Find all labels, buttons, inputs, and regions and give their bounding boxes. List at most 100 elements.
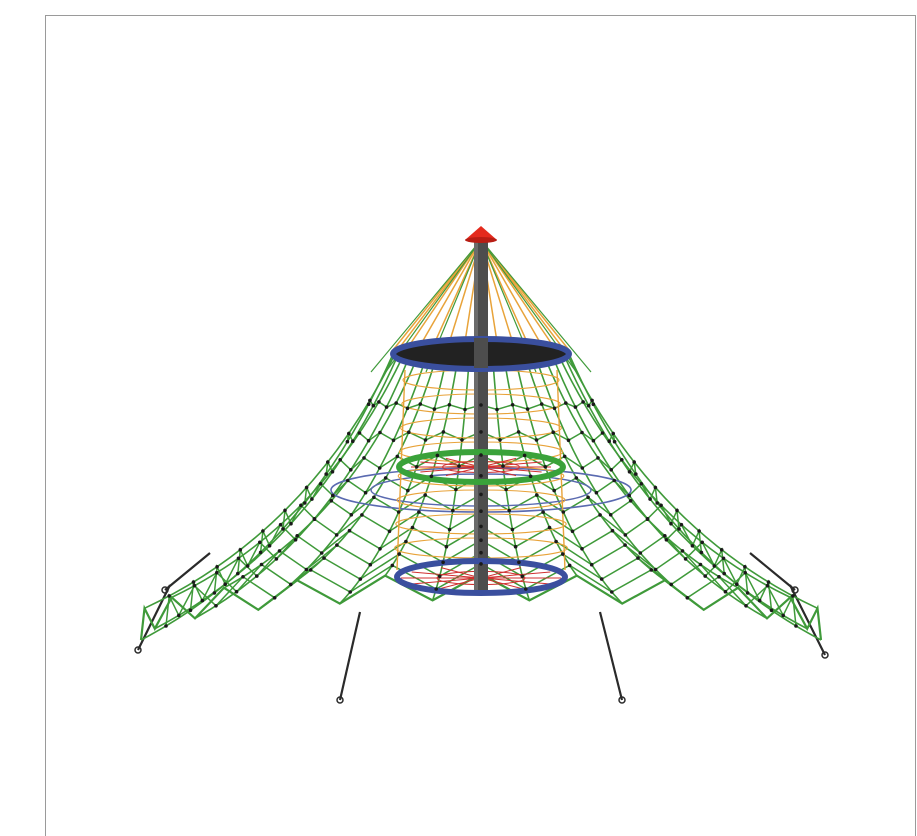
rope-knot [259, 562, 264, 567]
rope-knot [639, 482, 644, 486]
rope-knot [608, 513, 613, 517]
rope-knot [310, 497, 314, 501]
rope-knot [735, 582, 739, 586]
rope-knot [212, 591, 217, 595]
rope-knot [366, 438, 371, 443]
rope-knot [368, 562, 373, 567]
rope-knot [396, 510, 401, 514]
rope-knot [406, 488, 410, 493]
rope-knot [561, 510, 566, 514]
rope-knot [620, 458, 624, 462]
rope-knot [394, 401, 399, 405]
rope-knot [368, 398, 372, 403]
red-web-spoke [411, 577, 482, 585]
rope-knot [580, 430, 584, 435]
rope-knot [188, 608, 193, 613]
rope-knot [429, 474, 434, 479]
rope-knot [717, 575, 721, 579]
rope-knot [441, 430, 446, 434]
rope-knot [258, 540, 262, 545]
rope-knot [330, 470, 335, 474]
rope-knot [607, 439, 611, 444]
rope-knot [552, 488, 556, 493]
red-web-spoke [480, 461, 542, 468]
rope-knot [272, 596, 277, 600]
rope-knot [609, 468, 613, 472]
rope-knot [645, 517, 650, 521]
rope-knot [308, 568, 313, 572]
rope-knot [721, 556, 726, 561]
rope-knot [405, 406, 410, 411]
rope-knot [289, 521, 293, 526]
rope-knot [566, 438, 571, 443]
rope-knot [698, 562, 703, 567]
rope-knot [636, 556, 640, 560]
rope-knot [623, 533, 628, 537]
rope-knot [191, 580, 196, 584]
middle-green-ring [396, 449, 566, 485]
rope-knot [397, 552, 402, 556]
rope-knot [390, 563, 395, 568]
cap-base [465, 237, 497, 243]
rope-knot [791, 594, 795, 598]
anchor-eye [336, 696, 344, 704]
rope-knot [437, 574, 442, 579]
rope-knot [594, 490, 599, 495]
rope-knot [258, 550, 263, 555]
rope-knot [432, 407, 437, 411]
green-apex-rope [480, 239, 592, 373]
rope-knot [348, 590, 353, 594]
rope-knot [418, 402, 423, 406]
rope-knot [659, 503, 663, 508]
rope-knot [675, 508, 679, 513]
rope-knot [534, 438, 539, 442]
rope-knot [703, 574, 707, 578]
rope-knot [326, 460, 330, 464]
rope-knot [495, 407, 499, 412]
rope-knot [632, 460, 636, 464]
mast-through-top-ring [474, 338, 488, 368]
rope-knot [281, 527, 285, 531]
rope-knot [551, 430, 555, 435]
rope-knot [451, 508, 455, 513]
rope-knot [648, 497, 652, 501]
rope-knot [362, 456, 366, 460]
rope-knot [479, 509, 483, 513]
rope-knot [683, 557, 688, 561]
rope-knot [192, 583, 197, 588]
rope-knot [299, 503, 303, 508]
rope-knot [404, 539, 408, 544]
red-web-spoke [411, 571, 482, 579]
rope-knot [363, 490, 368, 495]
rope-knot [349, 513, 354, 517]
rope-knot [447, 527, 452, 532]
red-web-spoke [420, 466, 482, 473]
rope-knot [267, 544, 272, 548]
rope-knot [395, 454, 400, 459]
rope-knot [539, 402, 544, 406]
rope-knot [164, 624, 168, 628]
red-web-spoke [420, 461, 482, 468]
rope-knot [757, 598, 762, 603]
rope-knot [457, 464, 461, 468]
rope-knot [417, 510, 421, 514]
platform-rings [390, 336, 572, 596]
rope-knot [599, 577, 604, 581]
rope-knot [372, 495, 376, 500]
rope-knot [653, 567, 658, 572]
rope-knot [331, 493, 335, 498]
rope-knot [254, 574, 259, 578]
rope-knot [463, 407, 467, 412]
rope-knot [525, 407, 530, 411]
rope-knots [164, 398, 798, 628]
rope-knot [391, 438, 396, 443]
rope-knot [338, 458, 343, 462]
anchor-eye [161, 586, 169, 594]
net-radial-rope [140, 353, 394, 641]
rope-knot [241, 575, 245, 579]
rope-knot [570, 529, 575, 534]
rope-knot [769, 608, 774, 613]
orange-apex-rope [401, 239, 482, 357]
rope-knot [745, 591, 750, 595]
rope-knot [564, 401, 568, 405]
